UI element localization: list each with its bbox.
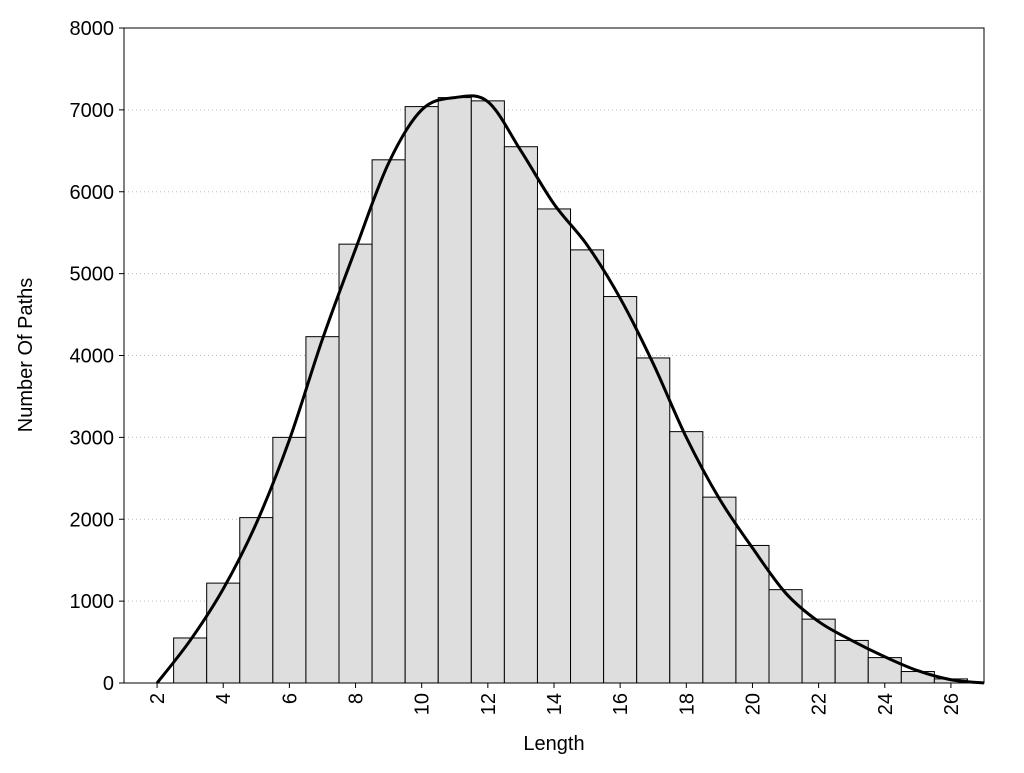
x-tick-label: 2 [147, 693, 169, 704]
y-tick-label: 2000 [70, 509, 115, 531]
density-curve [155, 94, 985, 685]
y-axis-label: Number Of Paths [15, 278, 37, 433]
x-tick-label: 22 [809, 693, 831, 715]
bar [239, 517, 274, 684]
x-tick-label: 6 [279, 693, 301, 704]
x-tick-label: 20 [742, 693, 764, 715]
bar [437, 97, 472, 684]
y-tick-label: 5000 [70, 264, 115, 286]
y-tick-label: 1000 [70, 591, 115, 613]
x-tick-label: 26 [941, 693, 963, 715]
bar [636, 357, 671, 684]
x-tick-label: 12 [478, 693, 500, 715]
bar [570, 249, 605, 684]
bar [669, 431, 704, 684]
bar [272, 436, 307, 684]
bar [404, 106, 439, 684]
y-tick-label: 3000 [70, 427, 115, 449]
bar [206, 582, 241, 684]
y-tick-label: 7000 [70, 100, 115, 122]
x-tick-label: 10 [412, 693, 434, 715]
bar [338, 243, 373, 684]
x-tick-label: 18 [676, 693, 698, 715]
bar [702, 496, 737, 684]
bar [536, 208, 572, 684]
y-tick-label: 0 [103, 673, 114, 695]
x-tick-label: 14 [544, 693, 566, 715]
bar [371, 159, 406, 684]
bar [603, 296, 638, 684]
bar [305, 336, 340, 684]
x-tick-label: 24 [875, 693, 897, 715]
x-axis-label: Length [523, 733, 584, 755]
bar [173, 637, 208, 684]
bar [503, 146, 538, 684]
x-tick-label: 4 [213, 693, 235, 704]
bar [470, 100, 505, 684]
y-tick-label: 4000 [70, 346, 115, 368]
x-tick-label: 16 [610, 693, 632, 715]
y-tick-label: 8000 [70, 18, 115, 40]
y-tick-label: 6000 [70, 182, 115, 204]
x-tick-label: 8 [346, 693, 368, 704]
